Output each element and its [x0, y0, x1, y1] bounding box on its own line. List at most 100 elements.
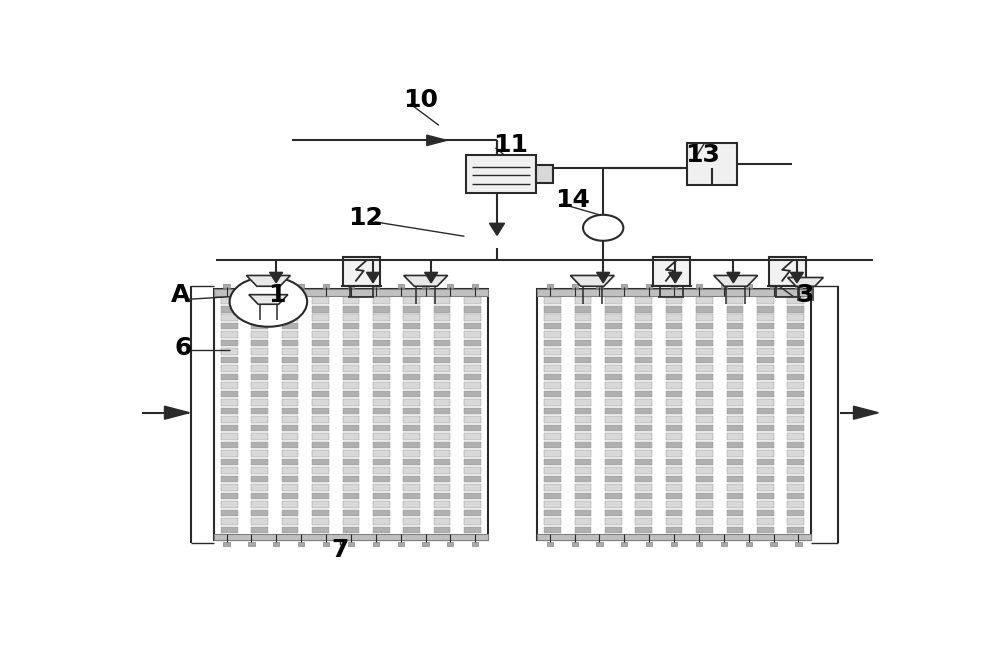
Bar: [464, 365, 481, 372]
Bar: [373, 399, 390, 406]
Bar: [312, 408, 329, 415]
Bar: [727, 349, 743, 355]
Bar: [343, 323, 359, 330]
Bar: [434, 357, 450, 363]
Bar: [596, 284, 603, 288]
Bar: [635, 450, 652, 457]
Bar: [696, 459, 713, 465]
Circle shape: [230, 276, 307, 326]
Bar: [251, 314, 268, 321]
Bar: [575, 493, 591, 499]
Bar: [221, 501, 238, 508]
Bar: [621, 284, 627, 288]
Bar: [666, 323, 682, 330]
Bar: [464, 467, 481, 474]
Bar: [575, 509, 591, 517]
Bar: [605, 476, 622, 482]
Bar: [544, 509, 561, 517]
Bar: [727, 442, 743, 448]
Bar: [696, 501, 713, 508]
Bar: [251, 349, 268, 355]
Bar: [727, 493, 743, 499]
Bar: [757, 391, 774, 397]
Bar: [251, 509, 268, 517]
Bar: [343, 306, 359, 313]
Bar: [635, 484, 652, 491]
Bar: [696, 391, 713, 397]
Bar: [666, 476, 682, 482]
Bar: [282, 399, 298, 406]
Bar: [312, 357, 329, 363]
Bar: [575, 519, 591, 525]
Bar: [666, 442, 682, 448]
Bar: [282, 408, 298, 415]
Bar: [403, 467, 420, 474]
Bar: [544, 382, 561, 389]
Bar: [464, 509, 481, 517]
Bar: [787, 391, 804, 397]
Bar: [251, 399, 268, 406]
Bar: [757, 297, 774, 304]
Bar: [666, 501, 682, 508]
Bar: [251, 476, 268, 482]
Bar: [605, 484, 622, 491]
Bar: [312, 484, 329, 491]
Bar: [575, 340, 591, 347]
Bar: [605, 349, 622, 355]
Bar: [757, 374, 774, 380]
Bar: [282, 391, 298, 397]
Bar: [653, 257, 690, 286]
Bar: [721, 284, 727, 288]
Bar: [605, 365, 622, 372]
Bar: [251, 501, 268, 508]
Bar: [605, 382, 622, 389]
Bar: [251, 365, 268, 372]
Text: 3: 3: [797, 283, 814, 307]
Bar: [251, 391, 268, 397]
Bar: [696, 509, 713, 517]
Bar: [373, 408, 390, 415]
Bar: [373, 509, 390, 517]
Bar: [757, 459, 774, 465]
Bar: [605, 519, 622, 525]
Bar: [757, 357, 774, 363]
Bar: [251, 519, 268, 525]
Bar: [575, 501, 591, 508]
Bar: [721, 542, 727, 546]
Bar: [544, 519, 561, 525]
Bar: [373, 416, 390, 423]
Bar: [223, 542, 230, 546]
Bar: [464, 349, 481, 355]
Bar: [605, 434, 622, 440]
Bar: [403, 297, 420, 304]
Bar: [251, 340, 268, 347]
Bar: [666, 399, 682, 406]
Bar: [373, 425, 390, 432]
Bar: [757, 365, 774, 372]
Bar: [343, 382, 359, 389]
Bar: [757, 332, 774, 338]
Bar: [757, 416, 774, 423]
Bar: [787, 314, 804, 321]
Bar: [312, 467, 329, 474]
Bar: [605, 357, 622, 363]
Bar: [323, 284, 329, 288]
Bar: [727, 519, 743, 525]
Bar: [746, 284, 752, 288]
Bar: [727, 501, 743, 508]
Bar: [575, 349, 591, 355]
Bar: [757, 349, 774, 355]
Bar: [282, 374, 298, 380]
Bar: [746, 542, 752, 546]
Bar: [403, 425, 420, 432]
Bar: [282, 434, 298, 440]
Bar: [635, 476, 652, 482]
Bar: [221, 476, 238, 482]
Bar: [605, 332, 622, 338]
Bar: [671, 542, 677, 546]
Bar: [298, 284, 304, 288]
Bar: [544, 340, 561, 347]
Bar: [343, 332, 359, 338]
Bar: [575, 450, 591, 457]
Bar: [251, 467, 268, 474]
